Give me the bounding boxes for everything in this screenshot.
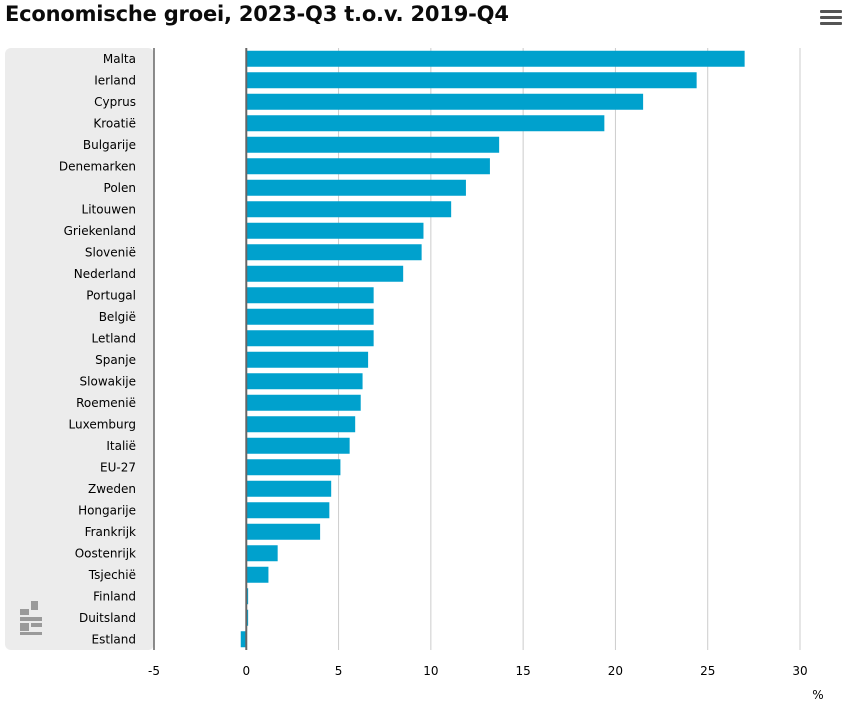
hamburger-menu-icon[interactable] [818,8,844,28]
bar[interactable] [246,394,361,411]
logo-block [31,601,38,610]
bar[interactable] [240,631,247,648]
category-label: Roemenië [76,396,136,410]
bar[interactable] [246,115,605,132]
category-label: Portugal [86,288,136,302]
category-label: Letland [92,331,136,345]
category-label: Denemarken [59,159,136,173]
bar[interactable] [246,566,269,583]
bar[interactable] [246,72,697,89]
menu-line [820,22,842,25]
x-tick-label: -5 [148,664,160,678]
bar[interactable] [246,308,374,325]
category-label: Ierland [94,73,136,87]
gridlines [338,48,801,650]
category-label: Spanje [95,353,136,367]
category-label: Kroatië [93,116,136,130]
category-label: Cyprus [94,95,136,109]
category-label: Zweden [88,482,136,496]
bar[interactable] [246,330,374,347]
category-label: Slovenië [85,245,136,259]
category-label: Tsjechië [88,568,136,582]
category-panel [5,48,154,650]
bar[interactable] [246,93,644,110]
bars [240,50,745,648]
category-label: Bulgarije [83,138,136,152]
bar[interactable] [246,265,404,282]
bar[interactable] [246,351,369,368]
bar[interactable] [246,287,374,304]
bar[interactable] [246,244,422,261]
bar[interactable] [246,158,490,175]
bar[interactable] [246,416,356,433]
menu-line [820,10,842,13]
bar[interactable] [246,459,341,476]
x-tick-label: 0 [242,664,250,678]
category-label: Polen [104,181,136,195]
bar[interactable] [246,437,350,454]
x-tick-label: 25 [700,664,715,678]
logo-block [20,617,42,621]
bar[interactable] [246,50,745,67]
bar[interactable] [246,502,330,519]
category-label: Italië [106,439,136,453]
logo-block [20,632,42,635]
category-label: Finland [93,589,136,603]
bar[interactable] [246,136,500,153]
logo-block [31,623,42,627]
x-tick-label: 5 [335,664,343,678]
logo-block [20,609,29,615]
chart-title: Economische groei, 2023-Q3 t.o.v. 2019-Q… [5,2,509,26]
category-label: Duitsland [79,611,136,625]
category-label: Luxemburg [69,417,136,431]
category-label: Slowakije [80,374,136,388]
bar[interactable] [246,523,321,540]
menu-line [820,16,842,19]
x-tick-label: 15 [516,664,531,678]
cbs-logo [20,601,42,635]
category-label: Malta [103,52,136,66]
category-label: Hongarije [78,503,136,517]
bar[interactable] [246,545,278,562]
x-tick-label: 10 [423,664,438,678]
category-label: EU-27 [100,460,136,474]
category-label: Litouwen [82,202,136,216]
category-label: Estland [92,632,136,646]
category-label: Nederland [74,267,136,281]
bar[interactable] [246,373,363,390]
category-label: Frankrijk [85,525,136,539]
bar[interactable] [246,179,466,196]
category-label: België [99,310,136,324]
logo-block [20,623,29,631]
bar[interactable] [246,201,452,218]
x-tick-label: 30 [792,664,807,678]
category-label: Oostenrijk [75,546,136,560]
tick-labels: -5 0 5 10 15 20 25 30 [148,664,808,678]
bar[interactable] [246,222,424,239]
bar[interactable] [246,480,332,497]
x-tick-label: 20 [608,664,623,678]
category-labels: Malta Ierland Cyprus Kroatië Bulgarije Denema… [59,52,136,647]
x-unit-label: % [812,688,823,702]
category-label: Griekenland [64,224,136,238]
